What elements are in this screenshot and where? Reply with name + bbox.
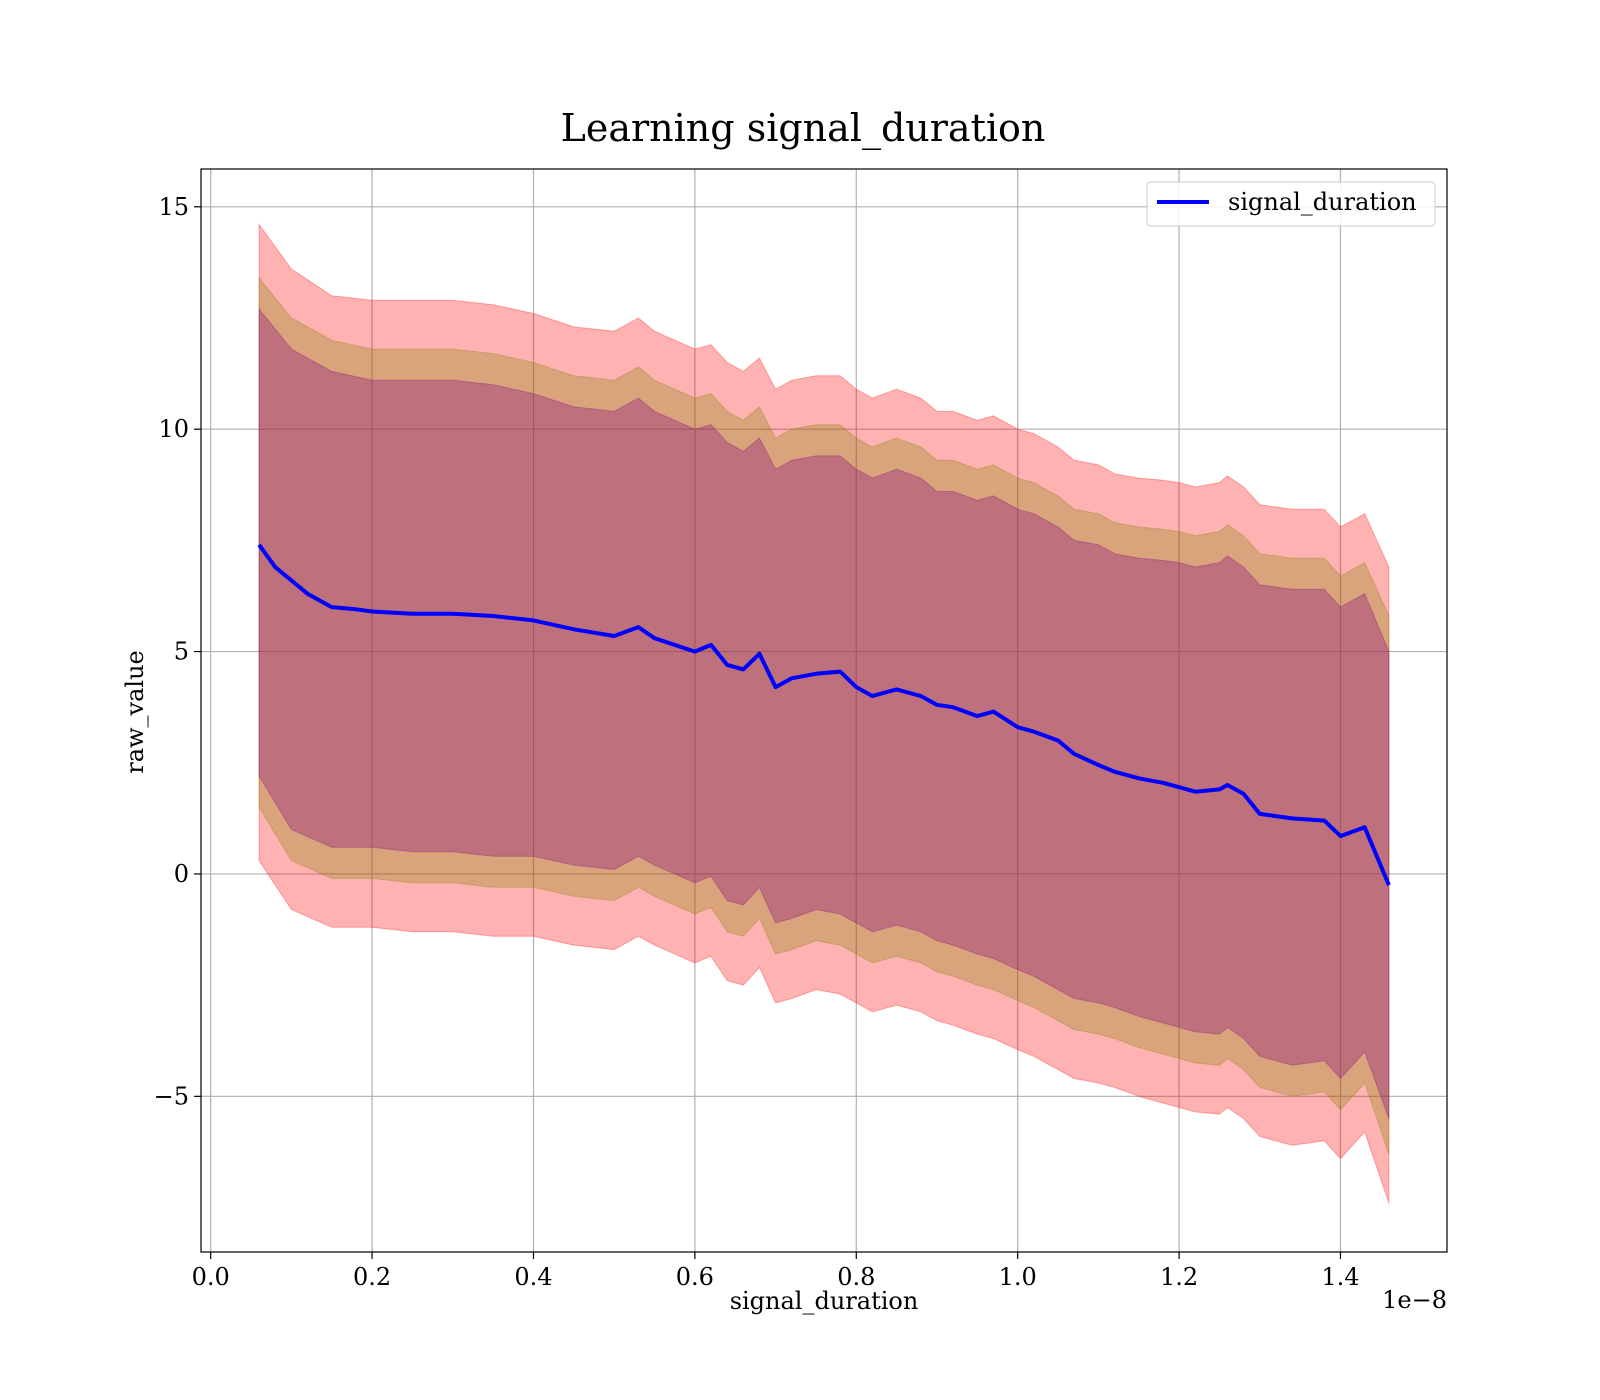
grid (201, 169, 1447, 1252)
x-tick-label: 1.2 (1160, 1263, 1198, 1291)
legend-label: signal_duration (1228, 188, 1417, 216)
x-tick-label: 0.4 (514, 1263, 552, 1291)
chart-title: Learning signal_duration (561, 106, 1046, 151)
x-tick-label: 0.6 (676, 1263, 714, 1291)
confidence-band-2 (258, 307, 1390, 1119)
y-axis-ticks: −5 0 5 10 15 (154, 193, 201, 1110)
y-tick-label: 10 (158, 415, 189, 443)
legend-box (1146, 181, 1436, 227)
series-line-0 (257, 543, 1391, 886)
y-tick-label: 0 (174, 860, 189, 888)
y-tick-label: 5 (174, 638, 189, 666)
x-axis-label: signal_duration (730, 1287, 919, 1315)
x-tick-label: 1.0 (999, 1263, 1037, 1291)
x-tick-label: 0.2 (353, 1263, 391, 1291)
x-axis-ticks: 0.0 0.2 0.4 0.6 0.8 1.0 1.2 1.4 (192, 1252, 1360, 1291)
y-tick-label: −5 (154, 1082, 189, 1110)
y-axis-label: raw_value (121, 650, 149, 774)
confidence-band-1 (258, 276, 1390, 1155)
x-tick-label: 1.4 (1321, 1263, 1359, 1291)
x-tick-label: 0.8 (837, 1263, 875, 1291)
confidence-band-0 (258, 223, 1390, 1204)
y-tick-label: 15 (158, 193, 189, 221)
series-lines (257, 543, 1391, 886)
x-tick-label: 0.0 (192, 1263, 230, 1291)
legend: signal_duration (1146, 181, 1436, 227)
plot-frame (200, 168, 1448, 1253)
confidence-bands (258, 223, 1390, 1204)
x-axis-offset-label: 1e−8 (1382, 1286, 1447, 1314)
